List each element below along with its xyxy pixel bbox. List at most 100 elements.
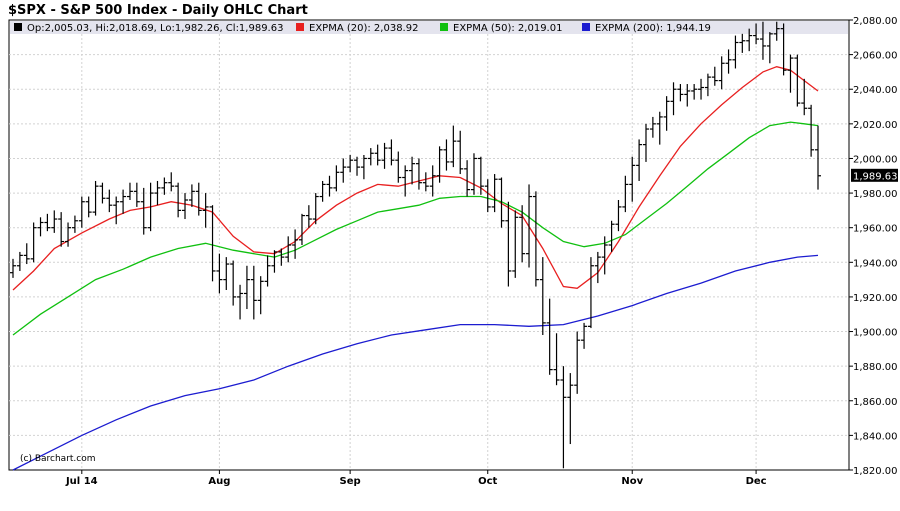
ohlc-bar — [78, 196, 85, 228]
ohlc-bar — [491, 174, 498, 213]
ema200-swatch — [582, 23, 590, 31]
ohlc-bar — [560, 366, 567, 469]
ohlc-bar — [450, 125, 457, 168]
ohlc-bar — [216, 253, 223, 294]
ohlc-bar — [753, 23, 760, 45]
ohlc-bar — [126, 182, 133, 200]
ohlc-bar — [732, 35, 739, 69]
chart-title: $SPX - S&P 500 Index - Daily OHLC Chart — [8, 3, 308, 18]
ohlc-bar — [512, 210, 519, 278]
ohlc-bar — [271, 250, 278, 273]
ohlc-bar — [684, 84, 691, 107]
y-tick-label: 1,920.00 — [853, 293, 898, 304]
ohlc-bar — [505, 201, 512, 287]
ohlc-bar — [615, 200, 622, 232]
ohlc-bar — [546, 298, 553, 375]
ohlc-bar — [285, 236, 292, 263]
ohlc-bar — [642, 123, 649, 162]
ohlc-bar — [264, 255, 271, 287]
x-tick-label: Aug — [208, 476, 230, 487]
ohlc-bar — [656, 111, 663, 145]
ohlc-bar — [292, 229, 299, 259]
ohlc-bar — [698, 78, 705, 100]
ohlc-bar — [113, 196, 120, 225]
ohlc-bar — [243, 265, 250, 310]
legend-bar: Op:2,005.03, Hi:2,018.69, Lo:1,982.26, C… — [10, 21, 848, 34]
ohlc-bar — [312, 193, 319, 225]
y-tick-label: 1,900.00 — [853, 328, 898, 339]
ohlc-bar — [608, 220, 615, 252]
ohlc-bar — [85, 196, 92, 218]
y-tick-label: 2,080.00 — [853, 16, 898, 27]
y-tick-label: 1,840.00 — [853, 431, 898, 442]
y-axis: 2,080.00 2,060.00 2,040.00 2,020.00 2,000.00… — [849, 16, 898, 477]
legend-background — [10, 21, 848, 34]
y-tick-label: 1,880.00 — [853, 362, 898, 373]
ohlc-bar — [278, 248, 285, 266]
ohlc-bar — [402, 165, 409, 197]
x-axis: Jul 14 Aug Sep Oct Nov Dec — [65, 470, 767, 487]
ohlc-bar — [298, 213, 305, 245]
ohlc-bar — [808, 104, 815, 157]
ohlc-bar — [333, 165, 340, 192]
ohlc-bar — [347, 155, 354, 173]
ohlc-bar — [470, 153, 477, 195]
ohlc-bar — [429, 165, 436, 197]
ohlc-bar — [92, 180, 99, 216]
last-price-box — [851, 168, 898, 182]
ohlc-bar — [787, 54, 794, 93]
ohlc-bar — [436, 146, 443, 183]
ohlc-bar — [725, 49, 732, 74]
ohlc-bar — [140, 187, 147, 235]
y-tick-label: 2,020.00 — [853, 120, 898, 131]
y-tick-label: 1,940.00 — [853, 258, 898, 269]
ohlc-bar — [457, 130, 464, 175]
ema200-line — [12, 254, 819, 471]
ohlc-bar — [340, 158, 347, 183]
ohlc-bar — [195, 182, 202, 216]
ohlc-swatch — [14, 23, 22, 31]
ohlc-bar — [99, 182, 106, 204]
ohlc-bar — [443, 139, 450, 171]
plot-background — [8, 19, 850, 471]
ohlc-bar — [629, 156, 636, 202]
ohlc-bar — [801, 78, 808, 116]
ohlc-bar — [71, 215, 78, 233]
ohlc-bar — [567, 373, 574, 445]
ohlc-bar — [636, 139, 643, 181]
ohlc-bar — [161, 177, 168, 195]
ohlc-bar — [58, 212, 65, 247]
ohlc-bar — [794, 54, 801, 107]
ohlc-bar — [106, 189, 113, 213]
x-tick-label: Jul 14 — [65, 476, 98, 487]
ohlc-bar — [230, 260, 237, 306]
ohlc-bar — [587, 257, 594, 329]
ohlc-bar — [51, 210, 58, 233]
ema50-line — [12, 121, 819, 336]
ohlc-bar — [360, 155, 367, 180]
ohlc-bar — [649, 116, 656, 138]
ohlc-bar — [154, 180, 161, 206]
ohlc-bar — [223, 257, 230, 290]
ohlc-bar — [175, 182, 182, 218]
x-tick-label: Dec — [746, 476, 767, 487]
y-tick-label: 2,040.00 — [853, 85, 898, 96]
ohlc-bar — [250, 265, 257, 320]
ohlc-bar — [581, 322, 588, 349]
ohlc-bar — [773, 21, 780, 41]
ema50-swatch — [440, 23, 448, 31]
x-tick-label: Sep — [340, 476, 361, 487]
ohlc-bar — [354, 156, 361, 176]
ohlc-bar — [120, 189, 127, 214]
ohlc-bar — [464, 160, 471, 197]
ohlc-bar — [622, 175, 629, 213]
ohlc-readout: Op:2,005.03, Hi:2,018.69, Lo:1,982.26, C… — [27, 23, 283, 34]
ohlc-bar — [574, 331, 581, 394]
x-tick-label: Oct — [478, 476, 497, 487]
ohlc-bar — [367, 148, 374, 166]
ohlc-bar — [766, 32, 773, 64]
ohlc-bar — [65, 222, 72, 247]
ohlc-bar — [168, 172, 175, 192]
ohlc-bar — [326, 175, 333, 197]
